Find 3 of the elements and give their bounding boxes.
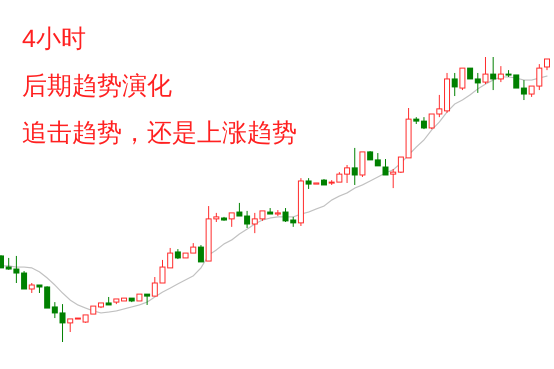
annotation: 追击趋势，还是上涨趋势 [22, 119, 297, 147]
text: 后期趋势演化 [22, 72, 172, 100]
chart-title: 4小时 [22, 25, 86, 53]
